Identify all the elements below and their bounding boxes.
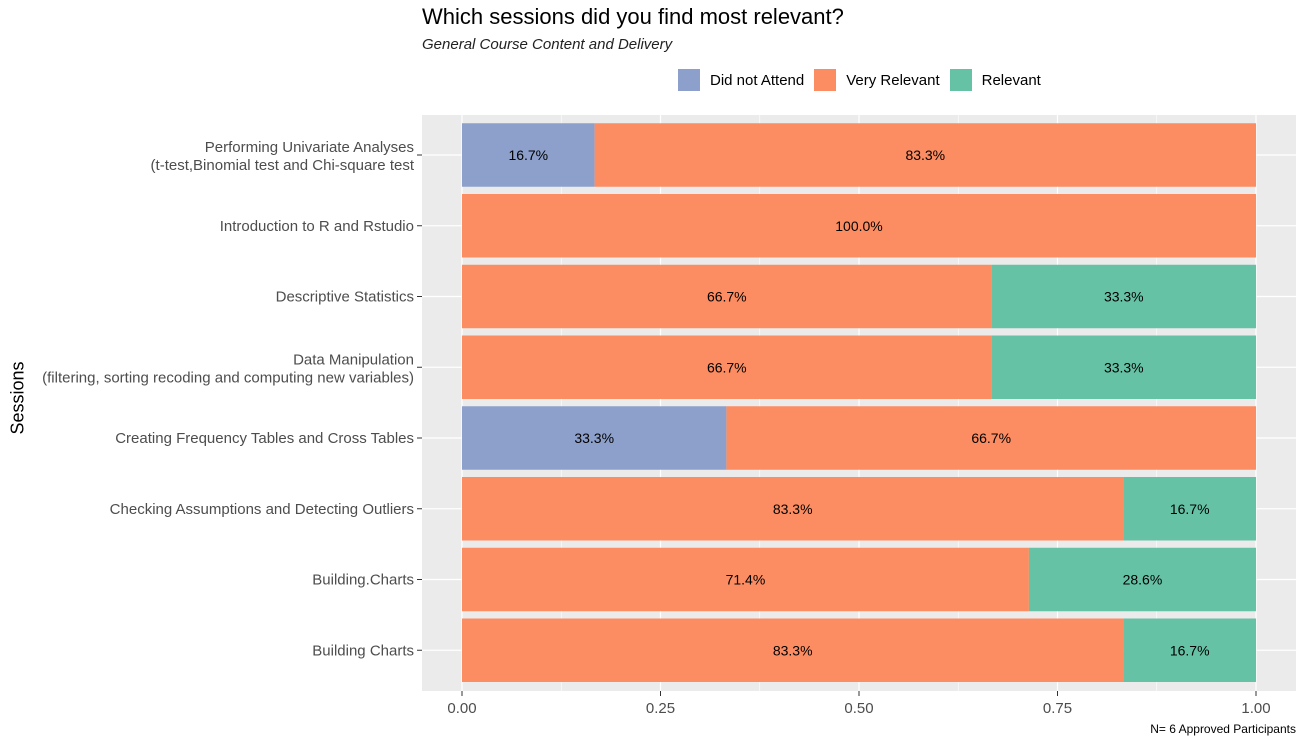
bar-segment [462, 123, 595, 187]
x-tick-label: 0.50 [844, 700, 873, 717]
bar-segment [462, 194, 1256, 258]
legend: Did not Attend Very Relevant Relevant [678, 68, 1051, 92]
data-label: 66.7% [971, 430, 1011, 446]
legend-item: Relevant [949, 69, 1041, 91]
data-label: 33.3% [574, 430, 614, 446]
legend-label: Relevant [981, 71, 1041, 89]
legend-swatch [814, 69, 837, 91]
data-label: 100.0% [835, 218, 882, 234]
bar-segment [594, 123, 1256, 187]
data-label: 71.4% [726, 572, 766, 588]
legend-label: Very Relevant [846, 71, 940, 89]
data-label: 16.7% [1170, 642, 1210, 658]
y-tick-label: Building Charts [312, 642, 414, 659]
data-label: 83.3% [773, 642, 813, 658]
data-label: 16.7% [508, 147, 548, 163]
y-tick-label: Checking Assumptions and Detecting Outli… [110, 501, 414, 518]
data-label: 33.3% [1104, 289, 1144, 305]
chart-caption: N= 6 Approved Participants [1150, 722, 1296, 736]
bar-segment [462, 264, 992, 329]
bar-segment [1123, 477, 1256, 541]
data-label: 66.7% [707, 359, 747, 375]
x-tick-label: 1.00 [1241, 700, 1270, 717]
bar-segment [1123, 618, 1256, 682]
data-label: 28.6% [1123, 572, 1163, 588]
bar-segment [462, 406, 727, 470]
chart-subtitle: General Course Content and Delivery [422, 36, 673, 53]
y-tick-label: Data Manipulation (filtering, sorting rec… [42, 351, 414, 386]
legend-item: Very Relevant [814, 69, 940, 91]
legend-swatch [678, 69, 700, 91]
y-tick-label: Creating Frequency Tables and Cross Tabl… [115, 430, 414, 447]
bar-segment [462, 618, 1124, 682]
data-label: 83.3% [905, 147, 945, 163]
bar-segment [462, 477, 1124, 541]
y-tick-label: Building.Charts [312, 572, 414, 589]
x-tick-label: 0.25 [646, 700, 675, 717]
bar-segment [991, 335, 1256, 399]
legend-swatch [949, 69, 972, 91]
chart-title: Which sessions did you find most relevan… [422, 4, 844, 29]
x-tick-label: 0.00 [447, 700, 476, 717]
y-tick-label: Introduction to R and Rstudio [220, 218, 414, 235]
x-tick-label: 0.75 [1043, 700, 1072, 717]
legend-label: Did not Attend [710, 71, 805, 89]
bar-segment [991, 264, 1256, 329]
data-label: 66.7% [707, 289, 747, 305]
bar-segment [726, 406, 1256, 470]
data-label: 16.7% [1170, 501, 1210, 517]
data-label: 33.3% [1104, 359, 1144, 375]
bar-segment [1028, 547, 1256, 612]
legend-item: Did not Attend [678, 69, 804, 91]
bar-segment [462, 335, 992, 399]
data-label: 83.3% [773, 501, 813, 517]
y-tick-label: Descriptive Statistics [276, 289, 414, 306]
bar-segment [462, 547, 1029, 612]
y-tick-label: Performing Univariate Analyses (t-test,Bi… [151, 139, 415, 174]
